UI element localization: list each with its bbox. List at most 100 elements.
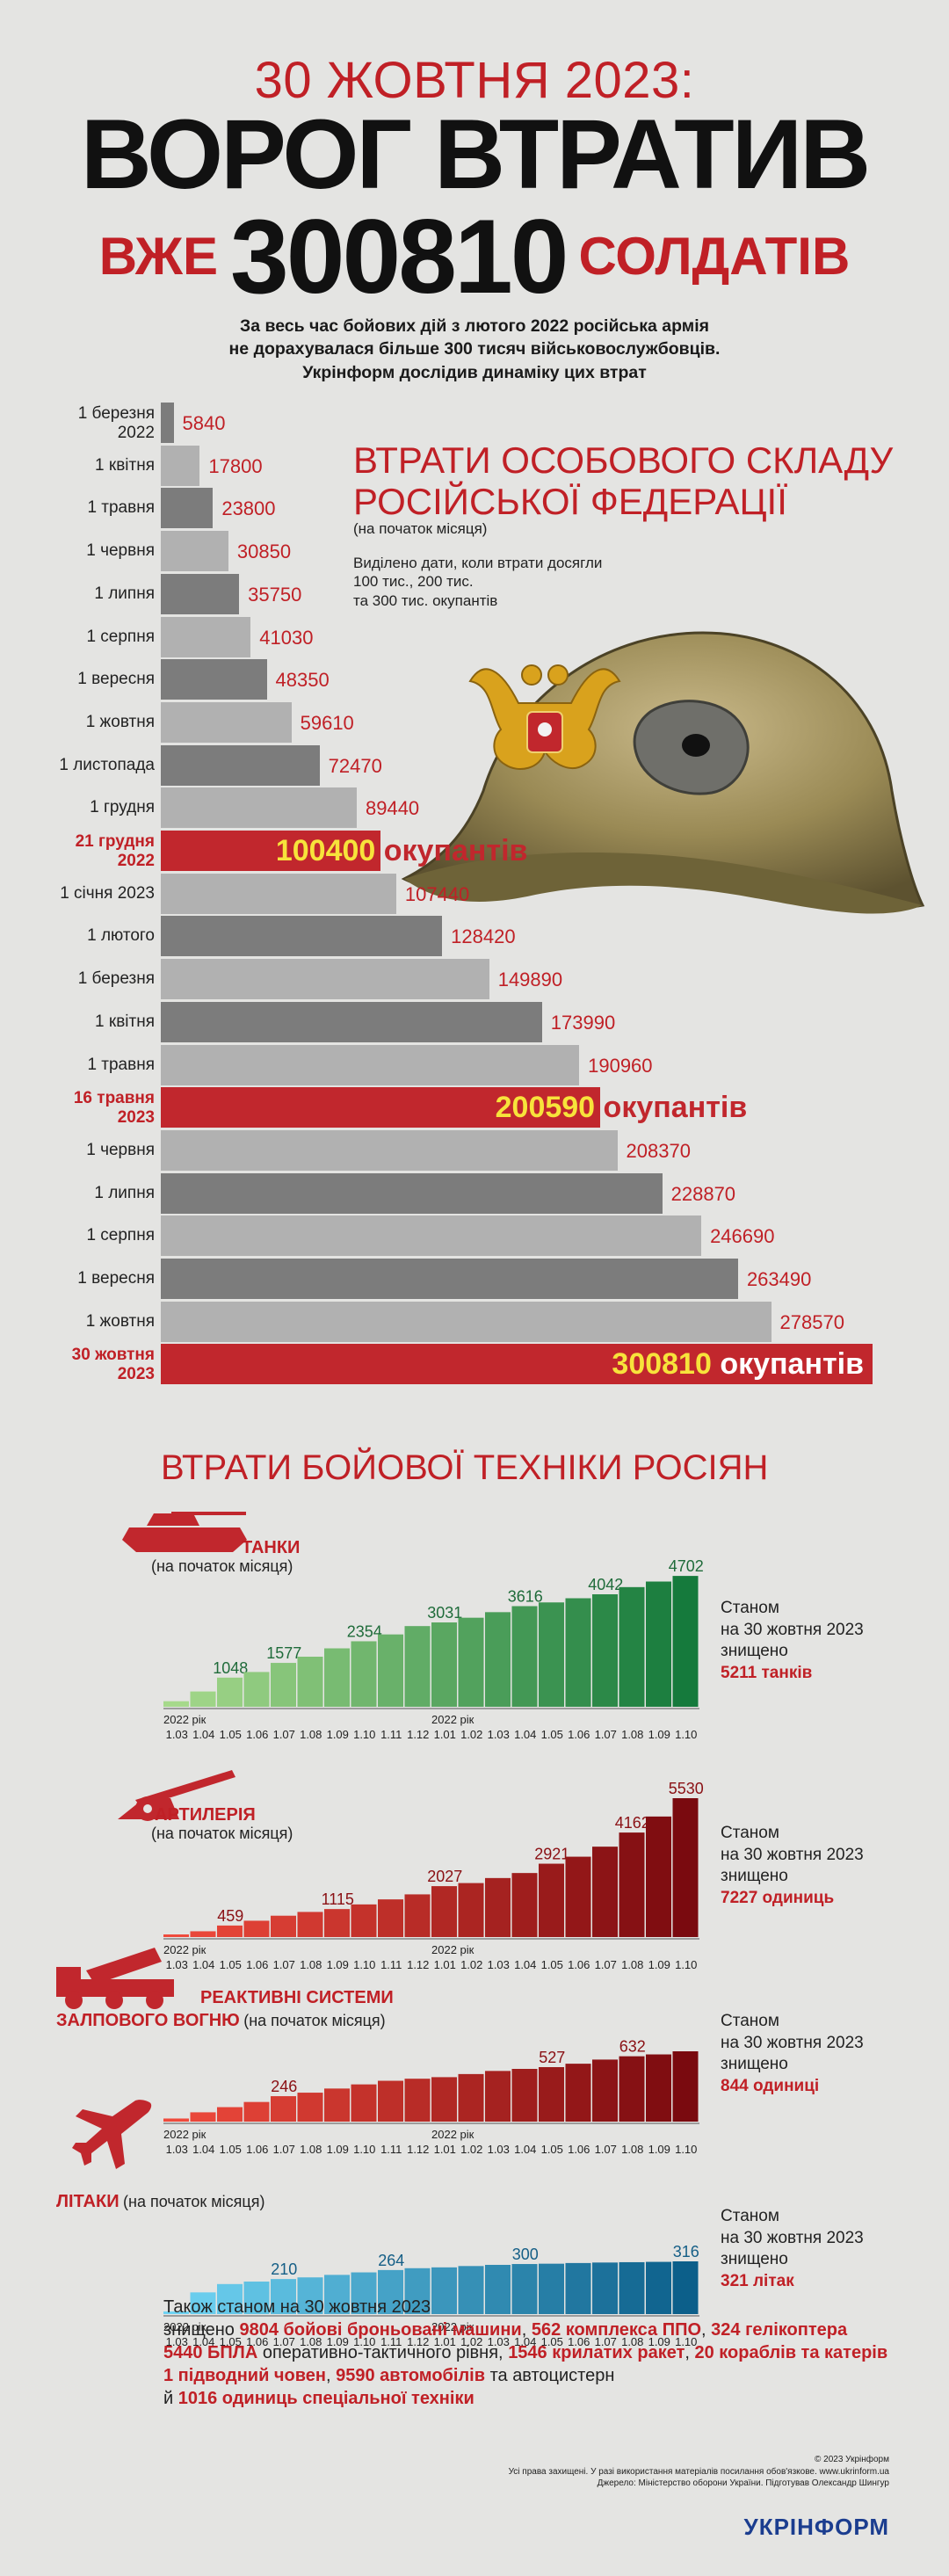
axis-tick: 1.03: [488, 1728, 510, 1741]
loss-value: 278570: [779, 1310, 844, 1333]
axis-tick: 1.09: [648, 1958, 670, 1971]
equipment-value: 4702: [669, 1557, 704, 1575]
summary-line: 1 підводний човен, 9590 автомобілів та а…: [163, 2364, 928, 2387]
coat-of-arms-icon: [468, 664, 621, 770]
axis-year: 2022 рік: [431, 1713, 474, 1726]
equipment-value: 3031: [427, 1604, 462, 1622]
month-label: 1 квітня: [95, 1012, 155, 1031]
mlrs-icon: [56, 1948, 174, 2009]
status-line: на 30 жовтня 2023: [721, 2228, 864, 2247]
intro-line: Укрінформ дослідив динаміку цих втрат: [302, 362, 647, 382]
axis-tick: 1.12: [407, 1958, 429, 1971]
equipment-bar: [511, 1873, 538, 1937]
equipment-bar: [511, 1606, 538, 1707]
source-note: Джерело: Міністерство оборони України. П…: [597, 2478, 889, 2488]
month-label: 1 жовтня: [85, 712, 155, 731]
month-label: 1 серпня: [86, 627, 155, 646]
equipment-bar: [672, 2051, 699, 2122]
equipment-bar: [324, 2088, 350, 2122]
status-line: на 30 жовтня 2023: [721, 2033, 864, 2052]
month-label: 1 березня 2022: [77, 404, 155, 442]
loss-value: 263490: [746, 1268, 812, 1290]
mlrs-subtitle: (на початок місяця): [243, 2012, 386, 2029]
status-line: знищено: [721, 1867, 788, 1886]
loss-value: 30850: [236, 541, 292, 563]
equipment-value: 300: [512, 2246, 539, 2263]
equipment-value: 1115: [322, 1890, 354, 1908]
loss-value: 72470: [328, 754, 382, 777]
equipment-bar: [271, 2096, 296, 2122]
month-label: 1 травня: [87, 1055, 155, 1074]
mlrs-status: Станом на 30 жовтня 2023 знищено 844 оди…: [721, 2011, 914, 2098]
loss-bar: [161, 445, 200, 486]
equipment-bar: [297, 2093, 323, 2122]
month-label: 16 травня 2023: [73, 1089, 155, 1128]
aircraft-subtitle: (на початок місяця): [123, 2193, 265, 2210]
axis-tick: 1.07: [273, 2143, 295, 2156]
axis-tick: 1.07: [595, 2143, 617, 2156]
axis-tick: 1.10: [675, 1958, 697, 1971]
axis-tick: 1.10: [353, 1958, 375, 1971]
tanks-subtitle: (на початок місяця): [151, 1557, 293, 1575]
month-label: 1 серпня: [86, 1226, 155, 1245]
loss-bar: [161, 1215, 702, 1257]
equipment-bar: [565, 2262, 591, 2314]
status-line: Станом: [721, 2207, 779, 2225]
equipment-bar: [217, 1925, 243, 1937]
equipment-bar: [243, 1920, 270, 1937]
axis-tick: 1.10: [353, 2143, 375, 2156]
equipment-bar: [646, 2261, 671, 2314]
equipment-bar: [351, 2084, 377, 2122]
milestone-text: 100400 окупантів: [275, 834, 528, 867]
axis-tick: 1.04: [514, 1958, 536, 1971]
equipment-bar: [431, 1886, 457, 1937]
equipment-bar: [592, 2262, 618, 2314]
axis-tick: 1.01: [434, 1958, 456, 1971]
personnel-title-line: РОСІЙСЬКОЇ ФЕДЕРАЦІЇ: [353, 481, 787, 523]
loss-bar: [161, 1044, 580, 1085]
axis-tick: 1.09: [327, 2143, 349, 2156]
status-line: на 30 жовтня 2023: [721, 1620, 864, 1639]
loss-bar: [161, 1001, 542, 1042]
equipment-bar: [619, 2261, 645, 2314]
equipment-value: 1577: [266, 1644, 301, 1662]
equipment-bar: [378, 1634, 403, 1707]
month-label: 1 червня: [86, 1140, 155, 1159]
month-label: 1 липня: [94, 1183, 155, 1202]
intro-line: За весь час бойових дій з лютого 2022 ро…: [239, 316, 710, 336]
equipment-bar: [431, 2267, 457, 2314]
axis-tick: 1.05: [220, 1958, 242, 1971]
equipment-bar: [190, 1691, 216, 1707]
milestone-bar: [161, 831, 381, 871]
personnel-note: Виділено дати, коли втрати досягли 100 т…: [353, 554, 670, 610]
axis-tick: 1.04: [514, 1728, 536, 1741]
note-line: Виділено дати, коли втрати досягли: [353, 555, 603, 571]
equipment-bar: [404, 1626, 431, 1707]
equipment-bar: [458, 2266, 484, 2314]
loss-bar: [161, 1301, 772, 1342]
axis-tick: 1.11: [380, 1728, 402, 1741]
equipment-bar: [351, 1641, 377, 1707]
axis-tick: 1.06: [568, 2143, 590, 2156]
month-label: 1 вересня: [77, 1269, 155, 1288]
equipment-bar: [672, 1576, 699, 1707]
axis-year: 2022 рік: [431, 2128, 474, 2141]
equipment-bar: [485, 1612, 511, 1707]
month-label: 1 вересня: [77, 670, 155, 689]
equipment-bar: [485, 1877, 511, 1937]
rights-note: Усі права захищені. У разі використання …: [508, 2466, 889, 2477]
axis-tick: 1.04: [192, 1958, 214, 1971]
equipment-bar: [404, 1894, 431, 1937]
axis-tick: 1.09: [648, 1728, 670, 1741]
axis-tick: 1.08: [300, 1958, 322, 1971]
axis-tick: 1.09: [327, 1728, 349, 1741]
personnel-title-line: ВТРАТИ ОСОБОВОГО СКЛАДУ: [353, 439, 894, 481]
milestone-text: 300810 окупантів: [612, 1347, 864, 1382]
equipment-value: 2921: [534, 1846, 569, 1863]
axis-tick: 1.08: [300, 1728, 322, 1741]
loss-bar: [161, 916, 443, 957]
axis-tick: 1.05: [541, 1728, 563, 1741]
axis-tick: 1.02: [460, 1728, 482, 1741]
summary-figure: 5440 БПЛА: [163, 2343, 258, 2362]
equipment-bar: [458, 1883, 484, 1937]
